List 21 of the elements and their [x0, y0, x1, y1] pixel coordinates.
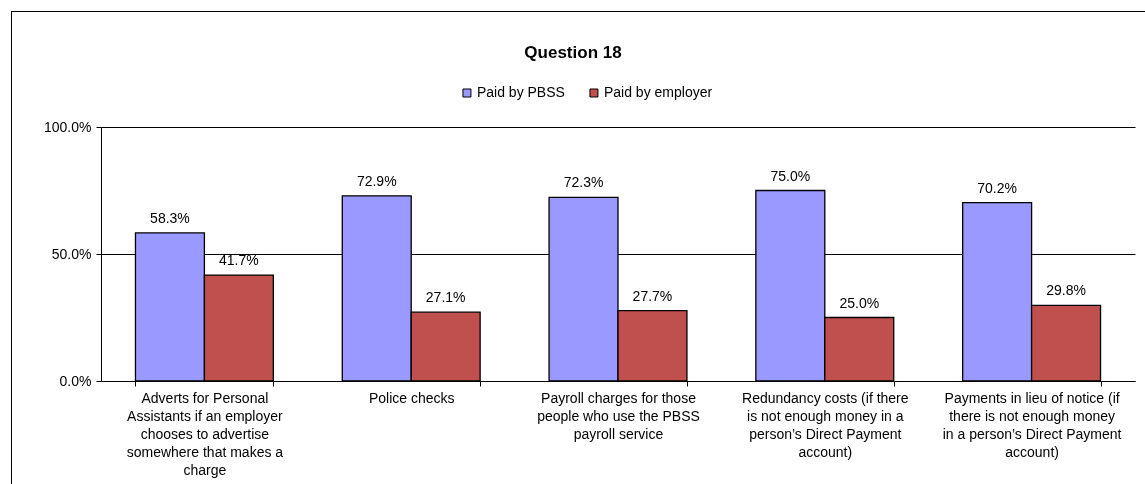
x-tick-label: Payments in lieu of notice (if there is not enough money in a person’s Direct Payment account) — [942, 389, 1122, 460]
data-label: 27.1% — [425, 289, 466, 306]
data-label: 25.0% — [839, 294, 880, 311]
data-label: 70.2% — [977, 179, 1017, 196]
x-tick-label: Redundancy costs (if there is not enough money in a person’s Direct Payment account) — [742, 389, 909, 460]
x-tick-label: Police checks — [368, 389, 455, 406]
data-label: 72.3% — [563, 174, 604, 191]
legend-label: Paid by PBSS — [476, 84, 565, 100]
chart-title: Question 18 — [524, 43, 622, 62]
legend-label: Paid by employer — [603, 84, 713, 100]
y-tick-label: 50.0% — [51, 245, 92, 262]
data-label: 75.0% — [770, 167, 811, 184]
y-tick-label: 0.0% — [59, 372, 92, 389]
y-tick-label: 100.0% — [44, 118, 92, 135]
data-label: 41.7% — [219, 252, 259, 269]
x-tick-label: Payroll charges for those people who use the PBSS payroll service — [537, 389, 700, 442]
data-label: 27.7% — [632, 287, 673, 304]
data-label: 29.8% — [1046, 282, 1086, 299]
data-label: 58.3% — [150, 209, 190, 226]
x-tick-label: Adverts for Personal Assistants if an employer chooses to advertise somewhere that makes a charge — [126, 389, 284, 478]
data-label: 72.9% — [356, 172, 397, 189]
